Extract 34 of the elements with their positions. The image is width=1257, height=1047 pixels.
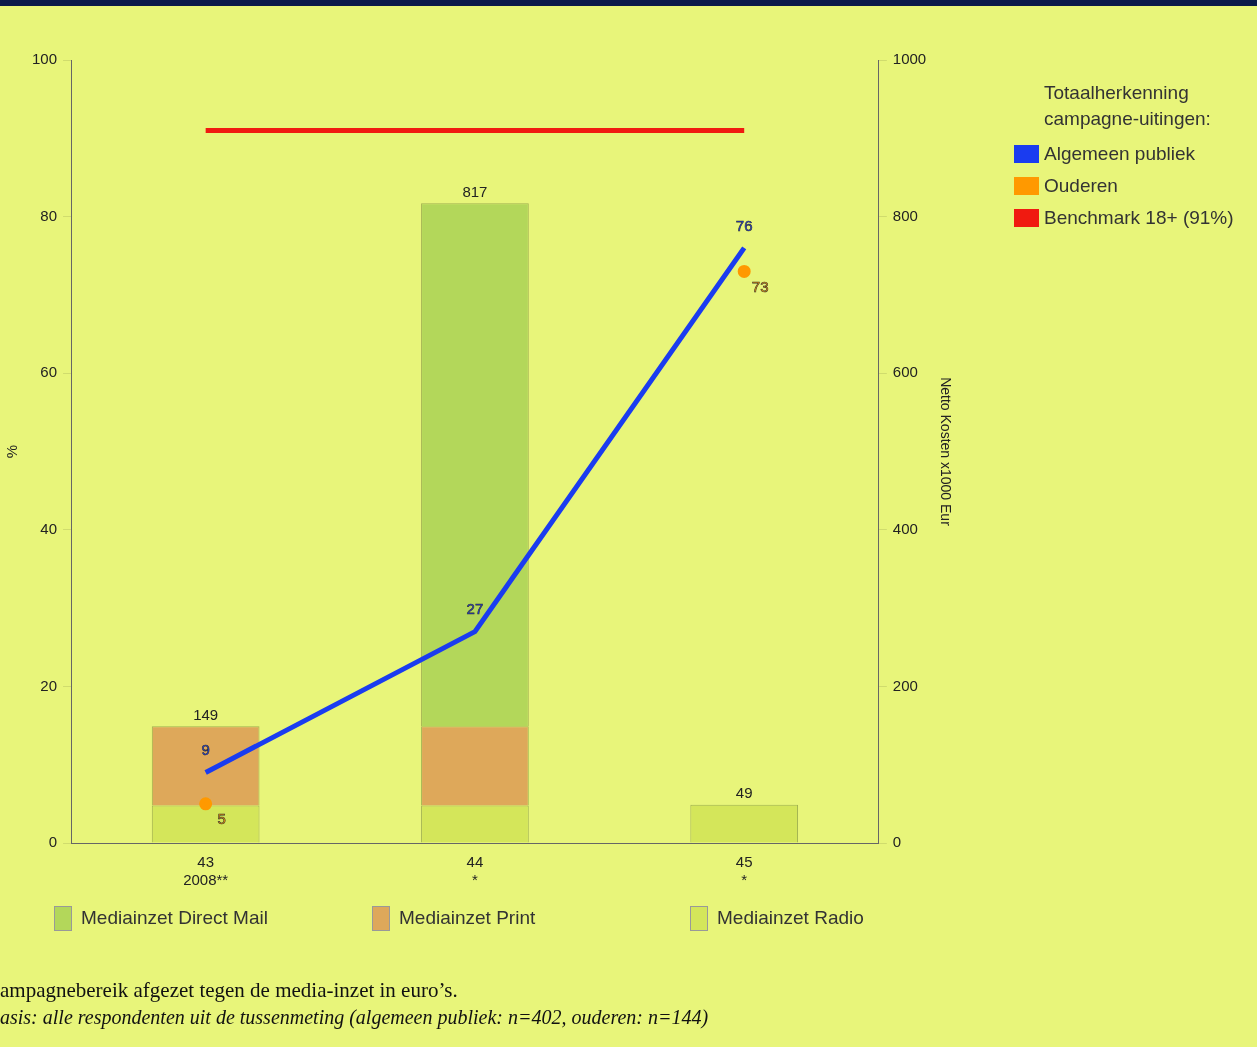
y-tick-label: 0 [48,833,58,851]
data-label: 9 [201,741,210,759]
total-label: 817 [462,182,488,200]
y-axis-title: % [3,444,21,459]
legend-label: Mediainzet Radio [717,907,864,929]
y2-tick-label: 200 [892,676,918,694]
y-tick-label: 100 [32,50,58,68]
x-tick-label: 43 2008** [183,853,229,889]
y-tick-label: 20 [40,676,58,694]
legend-label: Benchmark 18+ (91%) [1044,207,1234,229]
y2-tick-label: 400 [892,519,918,537]
data-label: 73 [751,278,769,296]
legend-label: Ouderen [1044,175,1118,197]
text: asis: alle respondenten uit de tussenmeting (algemeen publiek: n=402, ouderen: n=144) [0,1006,709,1031]
text: ampagnebereik afgezet tegen de media-inzet in euro’s. [0,978,459,1004]
y-tick-label: 60 [40,363,58,381]
legend-label: Mediainzet Print [399,907,536,929]
y-tick-label: 40 [40,519,58,537]
y-tick-label: 80 [40,206,58,224]
data-label: 5 [217,810,226,828]
data-label: 76 [735,216,753,234]
data-label: 27 [466,600,484,618]
total-label: 49 [735,784,753,802]
y2-tick-label: 1000 [892,50,927,68]
y2-tick-label: 600 [892,363,918,381]
legend-label: Algemeen publiek [1044,143,1196,165]
total-label: 149 [193,705,219,723]
y2-tick-label: 0 [892,833,902,851]
legend-title: Totaalherkenning campagne-uitingen: [1044,81,1212,131]
x-tick-label: 44 * [466,853,484,889]
y2-axis-title: Netto Kosten x1000 Eur [937,377,954,527]
y2-tick-label: 800 [892,206,918,224]
x-tick-label: 45 * [735,853,753,889]
legend-label: Mediainzet Direct Mail [81,907,268,929]
